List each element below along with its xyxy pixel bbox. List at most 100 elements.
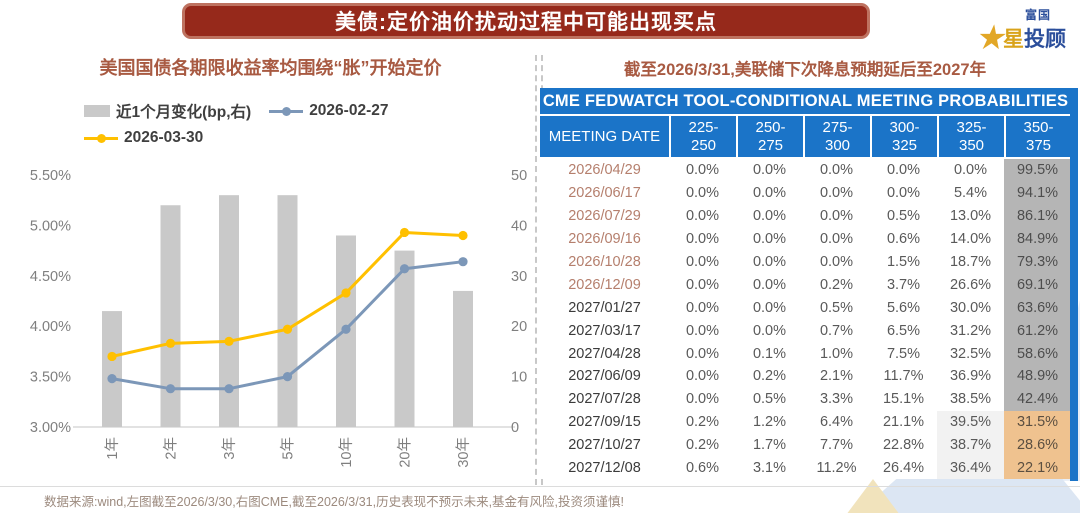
line-marker-icon xyxy=(84,133,118,144)
table-row: 2027/07/28 0.0% 0.5% 3.3% 15.1% 38.5% 42.4% xyxy=(540,387,1071,411)
meeting-date-cell: 2026/12/09 xyxy=(568,276,641,293)
probability-cell: 1.7% xyxy=(752,437,787,454)
probability-cell: 21.1% xyxy=(882,414,925,431)
probability-cell: 0.2% xyxy=(819,276,854,293)
probability-cell: 0.0% xyxy=(752,162,787,179)
bar-swatch-icon xyxy=(84,105,110,117)
title-banner: 美债:定价油价扰动过程中可能出现买点 xyxy=(182,3,870,39)
table-right-border xyxy=(1070,88,1078,481)
probability-cell: 0.0% xyxy=(819,185,854,202)
probability-cell: 0.0% xyxy=(819,162,854,179)
probability-cell: 1.0% xyxy=(819,345,854,362)
point-2026-03-30 xyxy=(224,336,234,346)
table-column-headers: MEETING DATE 225- 250 250- 275 275- 300 300-… xyxy=(540,116,1071,157)
probability-cell: 28.6% xyxy=(1004,433,1071,457)
probability-cell: 0.0% xyxy=(685,162,720,179)
x-axis-label: 5年 xyxy=(280,437,297,460)
left-axis-tick: 5.50% xyxy=(30,168,71,184)
probability-cell: 31.5% xyxy=(1004,410,1071,434)
probability-cell: 13.0% xyxy=(949,208,992,225)
meeting-date-cell: 2027/10/27 xyxy=(568,437,641,454)
meeting-date-cell: 2027/04/28 xyxy=(568,345,641,362)
brand-text: 富国 星 投顾 xyxy=(1003,6,1066,53)
probability-cell: 0.0% xyxy=(752,254,787,270)
probability-cell: 30.0% xyxy=(949,299,992,316)
left-axis-tick: 5.00% xyxy=(30,218,71,234)
probability-cell: 0.0% xyxy=(953,162,988,179)
column-header: 300- 325 xyxy=(872,116,937,157)
brand-name-top: 富国 xyxy=(1025,8,1052,22)
probability-cell: 0.0% xyxy=(685,231,720,248)
meeting-date-cell: 2026/10/28 xyxy=(568,254,641,270)
right-table-title: 截至2026/3/31,美联储下次降息预期延后至2027年 xyxy=(623,61,987,79)
probability-cell: 3.1% xyxy=(752,460,787,477)
column-header: 350- 375 xyxy=(1006,116,1071,157)
left-axis-tick: 3.00% xyxy=(30,420,71,436)
probability-cell: 0.1% xyxy=(752,345,787,362)
probability-cell: 0.0% xyxy=(752,231,787,248)
line-marker-icon xyxy=(269,106,304,117)
probability-cell: 61.2% xyxy=(1004,319,1071,343)
probability-cell: 32.5% xyxy=(949,345,992,362)
column-header: MEETING DATE xyxy=(540,116,669,157)
bar xyxy=(277,195,298,427)
probability-cell: 69.1% xyxy=(1004,273,1071,297)
probability-cell: 0.0% xyxy=(752,276,787,293)
point-2026-02-27 xyxy=(341,324,351,334)
right-axis-tick: 30 xyxy=(511,269,527,285)
table-row: 2027/09/15 0.2% 1.2% 6.4% 21.1% 39.5% 31.5% xyxy=(540,410,1071,434)
probability-cell: 86.1% xyxy=(1004,204,1071,228)
x-axis-label: 10年 xyxy=(338,437,355,468)
column-header: 325- 350 xyxy=(939,116,1004,157)
probability-cell: 84.9% xyxy=(1004,227,1071,251)
meeting-date-cell: 2027/09/15 xyxy=(568,414,641,431)
point-2026-03-30 xyxy=(399,227,410,238)
bar xyxy=(219,195,239,427)
brand-name-bottom: 投顾 xyxy=(1024,28,1066,51)
table-row: 2026/12/09 0.0% 0.0% 0.2% 3.7% 26.6% 69.1% xyxy=(540,273,1071,297)
left-axis-tick: 4.00% xyxy=(30,319,71,335)
probability-cell: 3.3% xyxy=(819,391,854,408)
probability-cell: 0.0% xyxy=(685,391,720,408)
table-row: 2026/10/28 0.0% 0.0% 0.0% 1.5% 18.7% 79.3% xyxy=(540,250,1071,274)
left-axis-tick: 4.50% xyxy=(30,269,71,285)
probability-cell: 42.4% xyxy=(1004,387,1071,411)
probability-cell: 79.3% xyxy=(1004,250,1071,274)
probability-cell: 11.2% xyxy=(816,460,857,477)
x-axis-label: 20年 xyxy=(397,437,414,468)
probability-cell: 39.5% xyxy=(937,410,1004,434)
bar xyxy=(394,250,415,427)
probability-cell: 36.9% xyxy=(949,368,992,385)
probability-cell: 26.4% xyxy=(882,460,925,477)
probability-cell: 11.7% xyxy=(883,368,924,385)
probability-cell: 1.2% xyxy=(752,414,787,431)
table-header-title: CME FEDWATCH TOOL-CONDITIONAL MEETING PR… xyxy=(540,88,1071,114)
probability-cell: 31.2% xyxy=(949,322,992,339)
probability-cell: 48.9% xyxy=(1004,365,1071,388)
table-row: 2027/03/17 0.0% 0.0% 0.7% 6.5% 31.2% 61.2% xyxy=(540,319,1071,343)
probability-cell: 0.5% xyxy=(819,299,854,316)
probability-cell: 26.6% xyxy=(949,276,992,293)
fedwatch-table: CME FEDWATCH TOOL-CONDITIONAL MEETING PR… xyxy=(540,88,1071,480)
point-2026-02-27 xyxy=(399,264,410,274)
probability-cell: 0.0% xyxy=(685,208,720,225)
probability-cell: 0.2% xyxy=(685,414,720,431)
meeting-date-cell: 2027/01/27 xyxy=(568,299,641,316)
point-2026-03-30 xyxy=(458,230,468,241)
right-axis-tick: 10 xyxy=(511,370,527,386)
probability-cell: 0.0% xyxy=(685,368,720,385)
probability-cell: 0.6% xyxy=(685,460,720,477)
point-2026-02-27 xyxy=(107,374,117,384)
data-source-note: 数据来源:wind,左图截至2026/3/30,右图CME,截至2026/3/3… xyxy=(44,495,624,509)
x-axis-label: 2年 xyxy=(163,437,180,460)
probability-cell: 22.1% xyxy=(1004,456,1071,480)
probability-cell: 0.0% xyxy=(685,254,720,270)
probability-cell: 0.0% xyxy=(819,231,854,248)
watermark-triangle xyxy=(846,479,900,513)
legend-label: 2026-03-30 xyxy=(124,129,204,146)
meeting-date-cell: 2027/07/28 xyxy=(568,391,641,408)
probability-cell: 6.5% xyxy=(886,322,921,339)
yield-chart: 5.50% 5.00% 4.50% 4.00% 3.50% 3.00% 50 40 30 20 10… xyxy=(30,168,527,468)
chart-legend: 近1个月变化(bp,右) 2026-02-27 2026-03-30 xyxy=(84,100,388,147)
